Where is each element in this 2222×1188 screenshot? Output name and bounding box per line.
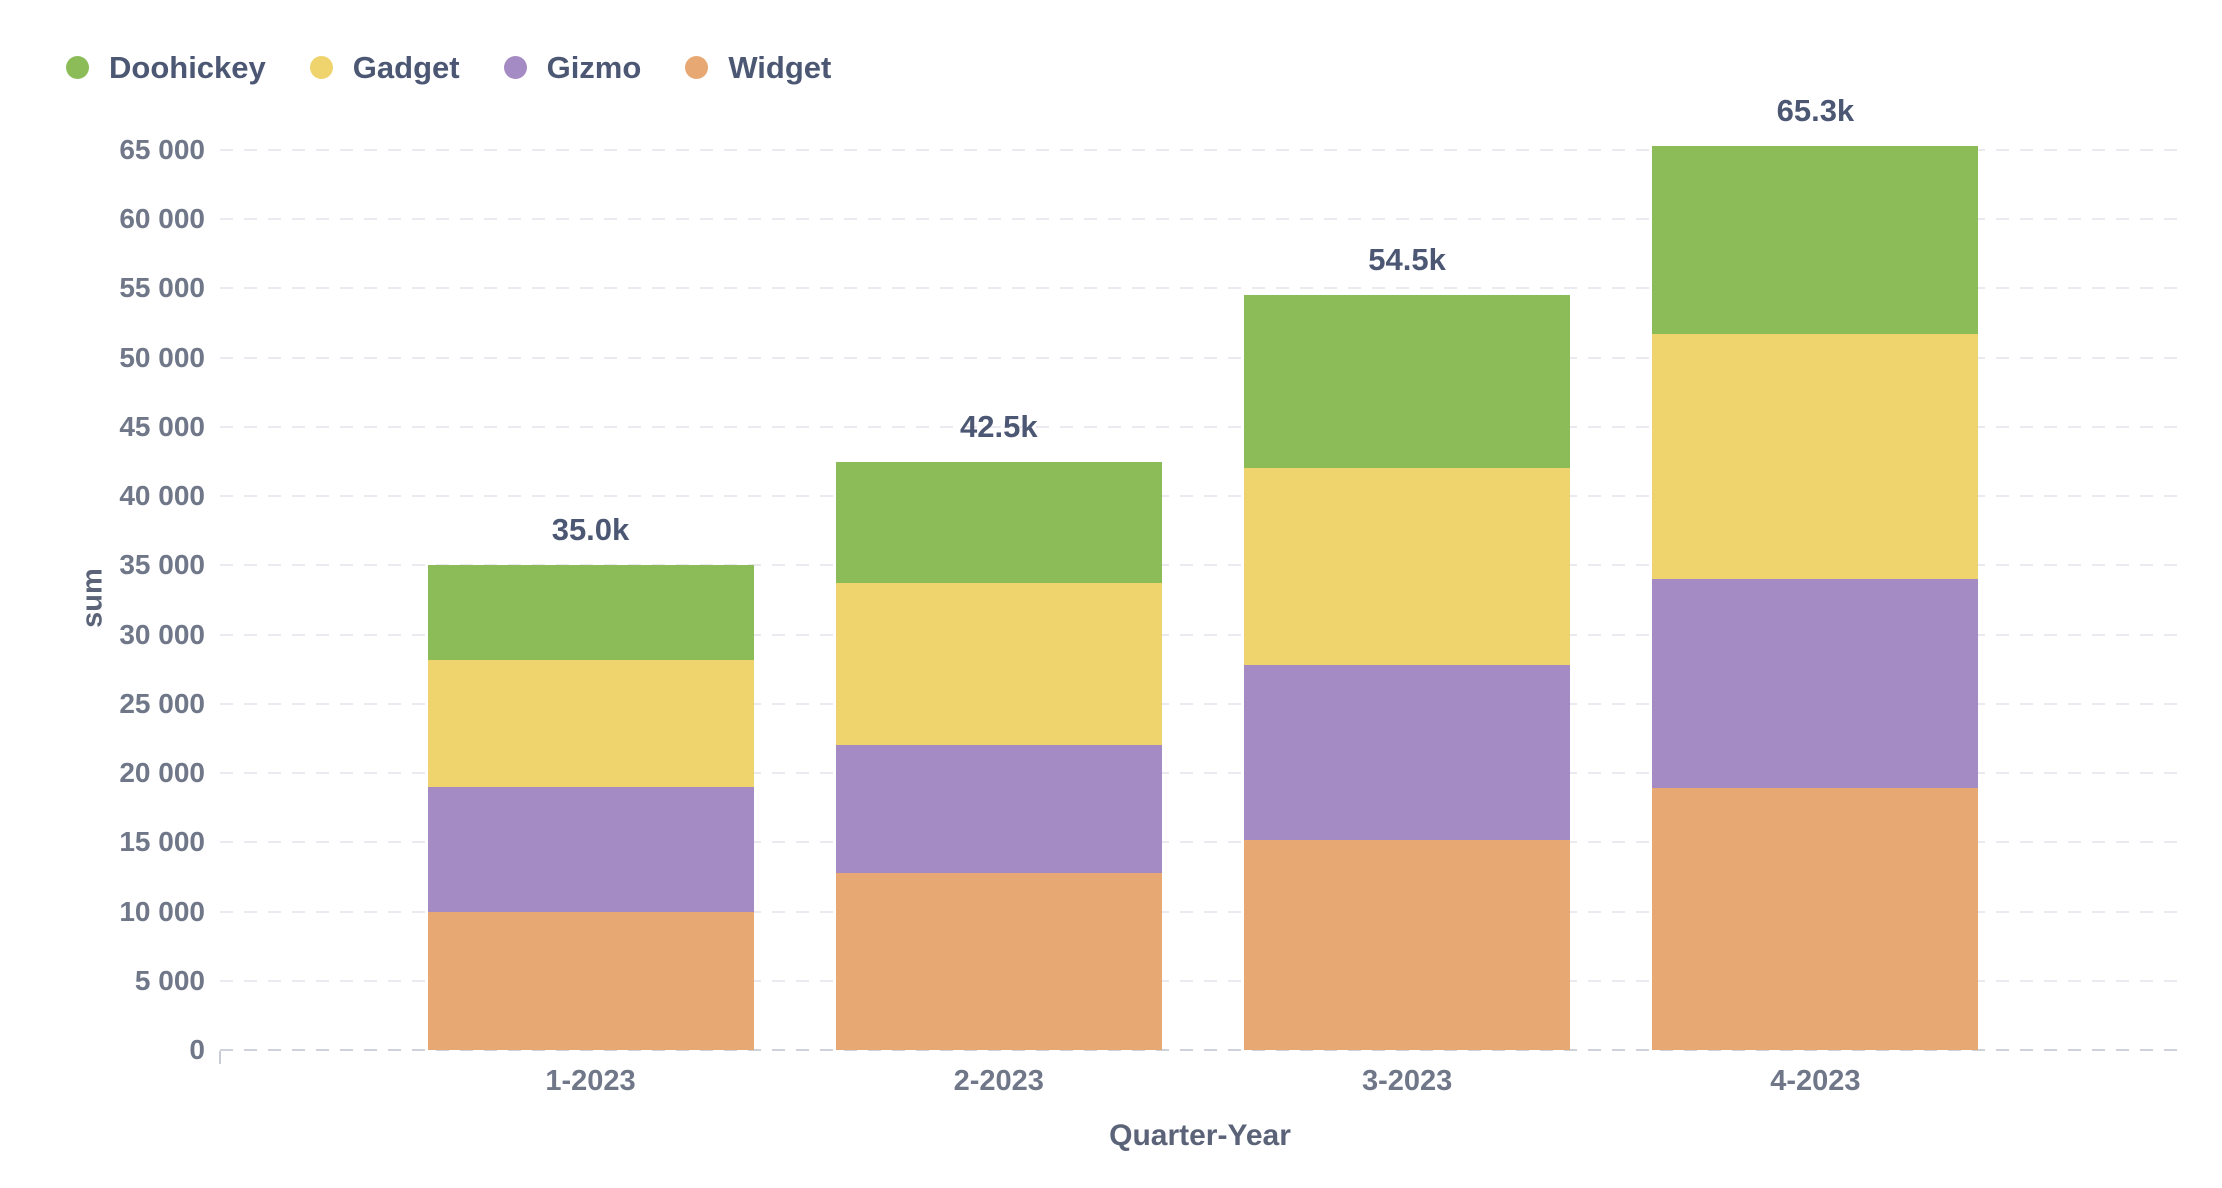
y-tick-label: 30 000 <box>119 618 205 650</box>
bar-total-label: 65.3k <box>1776 92 1855 128</box>
legend-swatch-widget-icon <box>685 56 709 79</box>
legend-item-widget[interactable]: Widget <box>685 52 831 83</box>
gridline <box>220 356 2185 359</box>
y-tick-label: 20 000 <box>119 757 205 789</box>
legend-label-widget: Widget <box>728 50 832 85</box>
gridline <box>220 218 2185 221</box>
gridline <box>220 841 2185 844</box>
y-tick-label: 10 000 <box>119 895 205 927</box>
bar-segment-doohickey-1-2023[interactable] <box>427 565 754 660</box>
bar-segment-widget-2-2023[interactable] <box>835 872 1162 1050</box>
gridline <box>220 564 2185 567</box>
bar-segment-gadget-3-2023[interactable] <box>1244 468 1571 666</box>
bar-segment-gizmo-3-2023[interactable] <box>1244 665 1571 840</box>
bar-total-label: 54.5k <box>1368 242 1446 278</box>
y-tick-label: 50 000 <box>119 341 205 373</box>
legend-swatch-gadget-icon <box>309 56 333 79</box>
gridline <box>220 702 2185 705</box>
legend-label-gadget: Gadget <box>352 50 460 85</box>
legend-swatch-gizmo-icon <box>503 56 527 79</box>
legend-item-gadget[interactable]: Gadget <box>309 50 460 85</box>
gridline <box>220 633 2185 636</box>
legend-swatch-doohickey-icon <box>66 56 89 79</box>
x-axis-origin-tick <box>219 1051 221 1064</box>
gridline <box>220 772 2185 775</box>
bar-segment-doohickey-3-2023[interactable] <box>1244 295 1571 469</box>
legend: Doohickey Gadget Gizmo Widget <box>66 52 831 83</box>
bar-segment-gadget-2-2023[interactable] <box>835 583 1162 746</box>
x-tick-label: 3-2023 <box>1361 1065 1453 1097</box>
bar-total-label: 42.5k <box>960 408 1038 444</box>
bar-segment-widget-4-2023[interactable] <box>1652 788 1979 1050</box>
bar-total-label: 35.0k <box>551 512 630 548</box>
gridline <box>220 425 2185 428</box>
x-tick-label: 4-2023 <box>1770 1065 1861 1097</box>
legend-label-doohickey: Doohickey <box>109 50 266 85</box>
x-axis-title: Quarter-Year <box>1109 1119 1291 1152</box>
gridline <box>220 979 2185 982</box>
y-tick-label: 25 000 <box>119 687 205 719</box>
bar-segment-doohickey-2-2023[interactable] <box>835 461 1162 584</box>
y-tick-label: 0 <box>189 1034 205 1065</box>
y-tick-label: 60 000 <box>119 203 205 235</box>
bar-segment-gadget-4-2023[interactable] <box>1652 334 1979 580</box>
x-tick-label: 2-2023 <box>953 1065 1044 1097</box>
y-tick-label: 65 000 <box>119 134 205 165</box>
y-tick-label: 45 000 <box>119 410 205 442</box>
bar-segment-widget-1-2023[interactable] <box>427 911 754 1050</box>
bar-segment-widget-3-2023[interactable] <box>1244 839 1571 1050</box>
bar-segment-gizmo-2-2023[interactable] <box>835 745 1162 873</box>
legend-item-gizmo[interactable]: Gizmo <box>503 50 642 85</box>
bar-segment-gadget-1-2023[interactable] <box>427 659 754 787</box>
gridline <box>220 149 2185 151</box>
legend-label-gizmo: Gizmo <box>546 50 642 85</box>
gridline <box>220 495 2185 498</box>
y-tick-label: 40 000 <box>119 480 205 512</box>
y-tick-label: 15 000 <box>119 826 205 858</box>
legend-item-doohickey[interactable]: Doohickey <box>66 52 266 83</box>
bar-segment-gizmo-1-2023[interactable] <box>427 786 754 912</box>
bar-segment-doohickey-4-2023[interactable] <box>1652 145 1979 335</box>
gridline-baseline <box>220 1049 2185 1051</box>
bar-segment-gizmo-4-2023[interactable] <box>1652 579 1979 789</box>
gridline <box>220 287 2185 290</box>
y-tick-label: 55 000 <box>119 272 205 304</box>
y-tick-label: 35 000 <box>119 549 205 581</box>
y-tick-label: 5 000 <box>134 964 205 996</box>
gridline <box>220 910 2185 913</box>
x-tick-label: 1-2023 <box>545 1065 636 1097</box>
